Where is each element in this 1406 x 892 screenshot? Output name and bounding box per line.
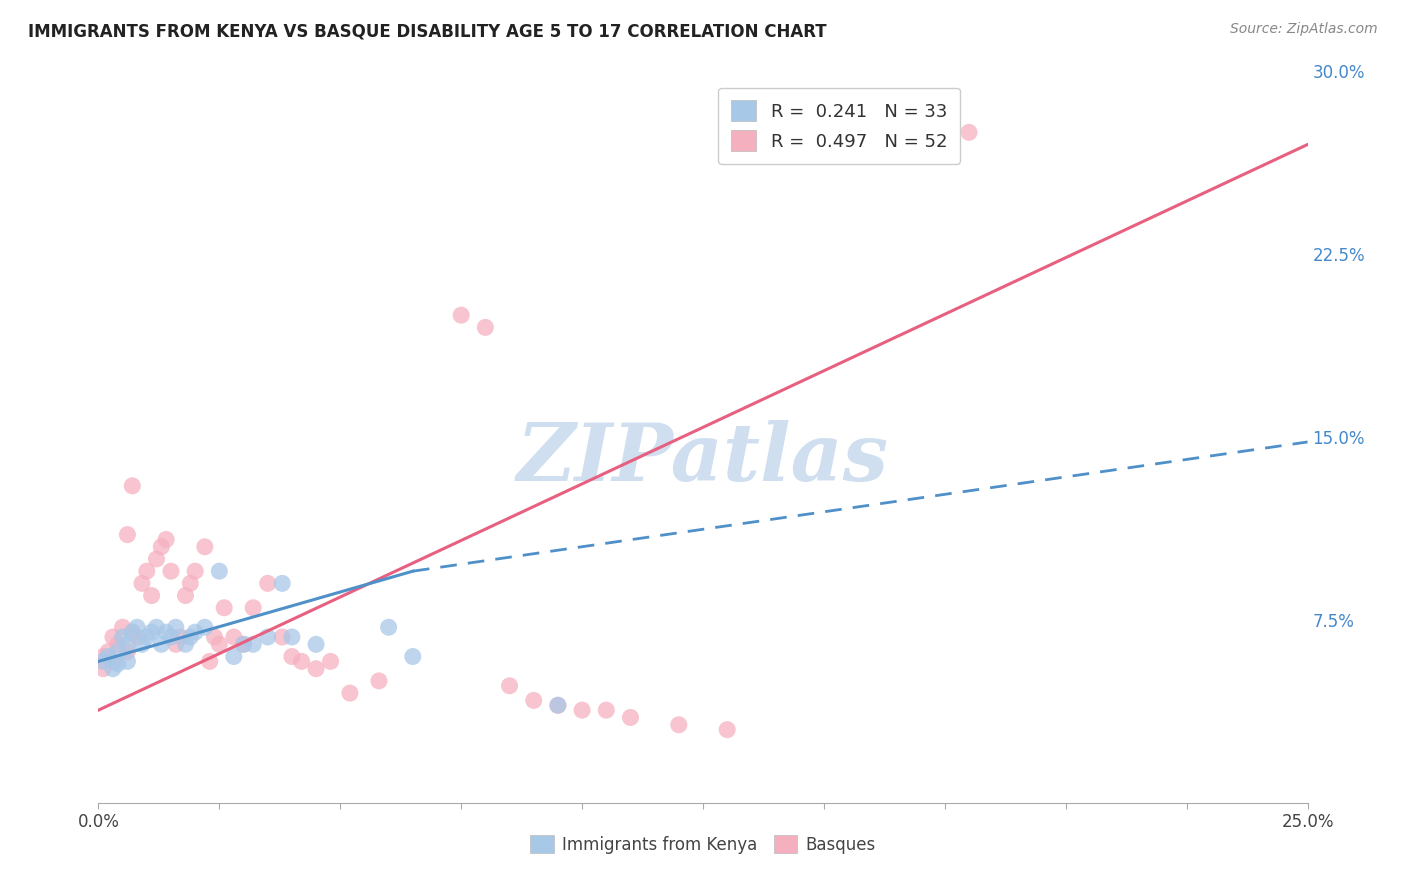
Point bbox=[91, 662, 114, 676]
Point bbox=[232, 637, 254, 651]
Point bbox=[198, 654, 221, 668]
Point bbox=[305, 662, 328, 676]
Point bbox=[716, 723, 738, 737]
Point bbox=[127, 630, 149, 644]
Point bbox=[155, 533, 177, 547]
Point bbox=[498, 679, 520, 693]
Point bbox=[232, 637, 254, 651]
Point bbox=[523, 693, 546, 707]
Point bbox=[242, 600, 264, 615]
Point bbox=[184, 564, 207, 578]
Point bbox=[160, 630, 183, 644]
Point bbox=[204, 630, 226, 644]
Point bbox=[121, 479, 143, 493]
Point bbox=[101, 654, 124, 668]
Point bbox=[91, 654, 114, 668]
Point bbox=[174, 589, 197, 603]
Point bbox=[194, 540, 217, 554]
Point bbox=[131, 576, 153, 591]
Point bbox=[145, 620, 167, 634]
Point bbox=[97, 645, 120, 659]
Point bbox=[194, 620, 217, 634]
Point bbox=[165, 637, 187, 651]
Point bbox=[107, 645, 129, 659]
Point bbox=[271, 630, 294, 644]
Point bbox=[271, 576, 294, 591]
Point bbox=[368, 673, 391, 688]
Point bbox=[281, 649, 304, 664]
Point bbox=[169, 630, 191, 644]
Point bbox=[141, 625, 163, 640]
Text: ZIPatlas: ZIPatlas bbox=[517, 420, 889, 498]
Point bbox=[111, 630, 134, 644]
Point bbox=[165, 620, 187, 634]
Point bbox=[127, 620, 149, 634]
Point bbox=[242, 637, 264, 651]
Point bbox=[184, 625, 207, 640]
Point bbox=[668, 718, 690, 732]
Point bbox=[155, 625, 177, 640]
Point bbox=[212, 600, 235, 615]
Point bbox=[222, 630, 245, 644]
Point bbox=[450, 308, 472, 322]
Point bbox=[179, 576, 201, 591]
Point bbox=[256, 630, 278, 644]
Point bbox=[208, 564, 231, 578]
Point bbox=[121, 625, 143, 640]
Point bbox=[595, 703, 617, 717]
Point bbox=[117, 637, 139, 651]
Point bbox=[305, 637, 328, 651]
Point bbox=[101, 662, 124, 676]
Point bbox=[319, 654, 342, 668]
Point bbox=[150, 637, 173, 651]
Point bbox=[619, 710, 641, 724]
Point bbox=[91, 649, 114, 664]
Point bbox=[141, 589, 163, 603]
Legend: Immigrants from Kenya, Basques: Immigrants from Kenya, Basques bbox=[523, 829, 883, 860]
Point bbox=[402, 649, 425, 664]
Point bbox=[107, 657, 129, 671]
Point bbox=[131, 637, 153, 651]
Point bbox=[256, 576, 278, 591]
Point bbox=[121, 625, 143, 640]
Point bbox=[547, 698, 569, 713]
Point bbox=[222, 649, 245, 664]
Text: Source: ZipAtlas.com: Source: ZipAtlas.com bbox=[1230, 22, 1378, 37]
Point bbox=[150, 540, 173, 554]
Point bbox=[208, 637, 231, 651]
Point bbox=[474, 320, 496, 334]
Point bbox=[97, 649, 120, 664]
Text: IMMIGRANTS FROM KENYA VS BASQUE DISABILITY AGE 5 TO 17 CORRELATION CHART: IMMIGRANTS FROM KENYA VS BASQUE DISABILI… bbox=[28, 22, 827, 40]
Point bbox=[117, 527, 139, 541]
Point bbox=[547, 698, 569, 713]
Point bbox=[281, 630, 304, 644]
Point bbox=[135, 630, 157, 644]
Point bbox=[571, 703, 593, 717]
Point bbox=[135, 564, 157, 578]
Point bbox=[160, 564, 183, 578]
Point bbox=[107, 637, 129, 651]
Point bbox=[117, 645, 139, 659]
Point bbox=[957, 125, 980, 139]
Point bbox=[111, 620, 134, 634]
Point bbox=[145, 552, 167, 566]
Point bbox=[101, 630, 124, 644]
Point bbox=[174, 637, 197, 651]
Point bbox=[377, 620, 399, 634]
Point bbox=[339, 686, 361, 700]
Point bbox=[179, 630, 201, 644]
Point bbox=[290, 654, 312, 668]
Point bbox=[117, 654, 139, 668]
Point bbox=[813, 101, 835, 115]
